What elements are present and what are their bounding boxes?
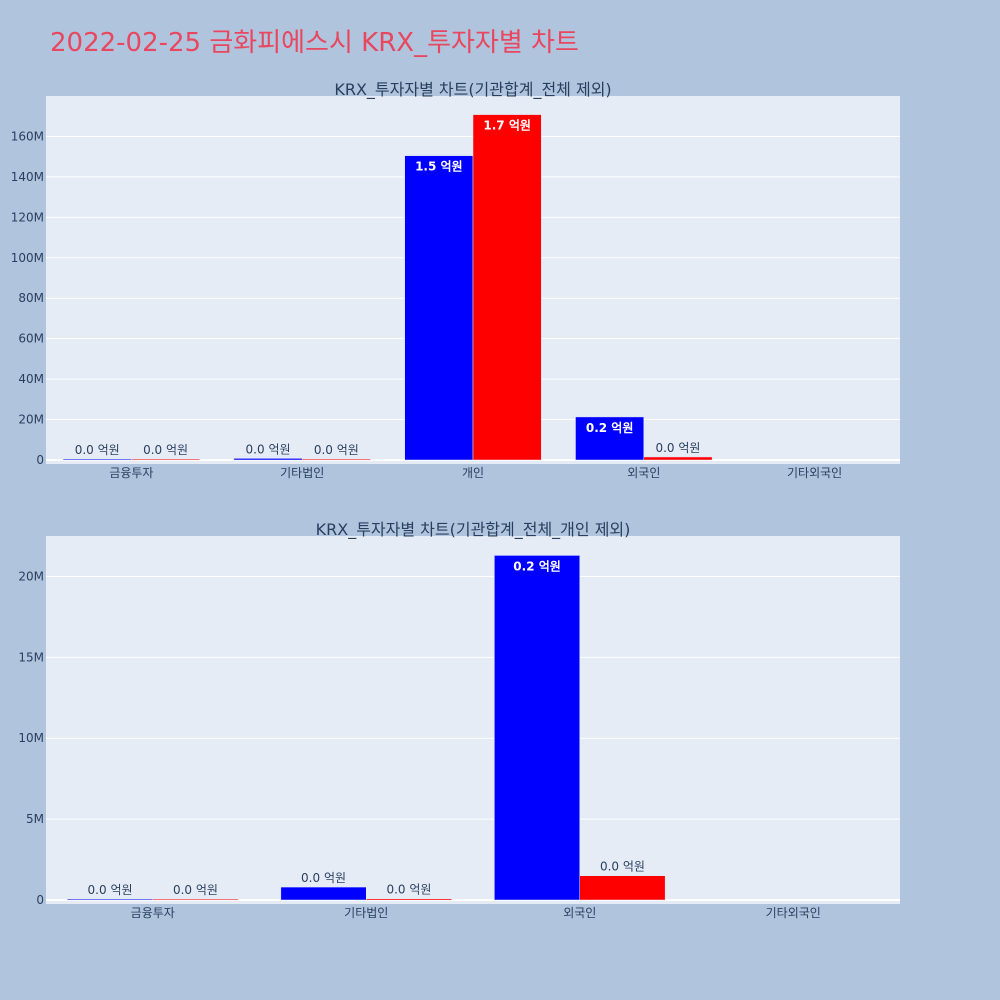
bar [366,898,452,901]
bar-chart-bottom: 0 5M 10M 15M 20M KRX_투자자별 차트(기관합계_전체_개인 제외) 금융… [18,520,900,920]
bar-chart-top: 0 20M 40M 60M 80M 100M 120M 140M 160M KRX_투자자별 차트… [11,80,900,480]
x-tick-label: 금융투자 [109,466,153,480]
x-tick-label: 개인 [462,466,484,480]
bar [575,416,645,461]
x-tick-label: 금융투자 [131,906,175,920]
data-label: 1.7 억원 [483,119,531,133]
bar [62,458,132,461]
y-tick-label: 60M [18,332,44,346]
y-tick-label: 120M [11,210,44,224]
y-tick-label: 0 [36,893,44,907]
bar [579,875,666,901]
chart-title: KRX_투자자별 차트(기관합계_전체_개인 제외) [316,520,631,540]
plot-area [46,536,900,904]
data-label: 1.5 억원 [415,160,463,174]
data-label: 0.0 억원 [301,871,346,885]
bar [280,886,367,901]
y-tick-label: 140M [11,170,44,184]
data-label: 0.0 억원 [143,443,188,457]
y-tick-label: 40M [18,372,44,386]
data-label: 0.0 억원 [173,883,218,897]
bar [643,456,713,461]
bar [67,898,153,901]
data-label: 0.0 억원 [75,443,120,457]
page-title: 2022-02-25 금화피에스시 KRX_투자자별 차트 [50,28,579,58]
y-tick-label: 20M [18,569,44,583]
bar [131,458,200,461]
data-label: 0.0 억원 [246,442,291,456]
y-tick-label: 0 [36,453,44,467]
x-tick-label: 외국인 [627,466,660,480]
data-label: 0.0 억원 [655,441,700,455]
x-tick-label: 기타법인 [280,466,324,480]
bar [152,898,239,901]
data-label: 0.0 억원 [314,443,359,457]
y-tick-label: 100M [11,251,44,265]
bar [494,555,581,901]
x-tick-label: 기타법인 [344,906,388,920]
data-label: 0.0 억원 [600,860,645,874]
y-tick-label: 15M [18,650,44,664]
data-label: 0.0 억원 [88,883,133,897]
bar [233,458,303,461]
data-label: 0.2 억원 [586,421,634,435]
bar [301,458,371,461]
y-tick-label: 160M [11,129,44,143]
chart-title: KRX_투자자별 차트(기관합계_전체 제외) [334,80,611,100]
x-tick-label: 기타외국인 [766,906,821,920]
y-tick-label: 80M [18,291,44,305]
x-tick-label: 외국인 [563,906,596,920]
x-tick-label: 기타외국인 [787,466,842,480]
y-tick-label: 10M [18,731,44,745]
y-tick-label: 5M [26,812,44,826]
bar [404,155,474,461]
bar [472,114,542,461]
y-tick-label: 20M [18,413,44,427]
data-label: 0.0 억원 [386,883,431,897]
data-label: 0.2 억원 [513,559,561,573]
